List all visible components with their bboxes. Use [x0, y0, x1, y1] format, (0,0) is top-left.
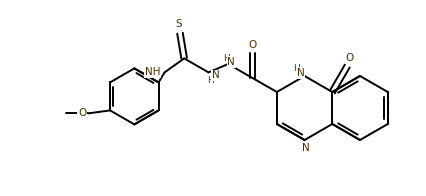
Text: N: N: [302, 143, 309, 153]
Text: O: O: [78, 108, 86, 118]
Text: H: H: [293, 64, 300, 73]
Text: N: N: [212, 70, 219, 80]
Text: O: O: [248, 40, 256, 50]
Text: S: S: [176, 19, 182, 29]
Text: NH: NH: [145, 67, 160, 77]
Text: H: H: [223, 54, 230, 63]
Text: O: O: [345, 53, 354, 63]
Text: H: H: [207, 76, 214, 85]
Text: N: N: [227, 57, 235, 67]
Text: N: N: [296, 68, 305, 78]
